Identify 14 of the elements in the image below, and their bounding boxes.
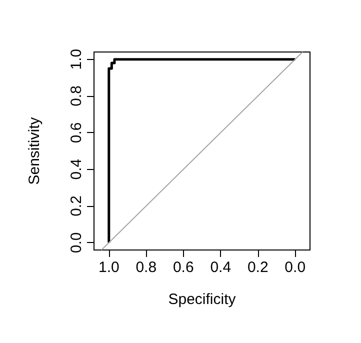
y-tick-label: 0.2 [68,196,85,216]
y-tick-label: 0.8 [68,86,85,106]
x-tick-label: 0.4 [210,259,232,276]
y-tick-label: 1.0 [68,48,85,70]
x-tick-label: 1.0 [98,259,120,276]
x-tick-label: 0.6 [172,259,194,276]
y-axis-title: Sensitivity [26,116,43,185]
y-tick-label: 0.6 [68,122,85,144]
y-tick-label: 0.0 [68,232,85,254]
x-tick-label: 0.8 [136,259,157,276]
y-tick-label: 0.4 [68,158,85,180]
x-tick-label: 0.2 [247,259,268,276]
x-axis-title: Specificity [168,291,236,308]
x-tick-label: 0.0 [284,259,306,276]
